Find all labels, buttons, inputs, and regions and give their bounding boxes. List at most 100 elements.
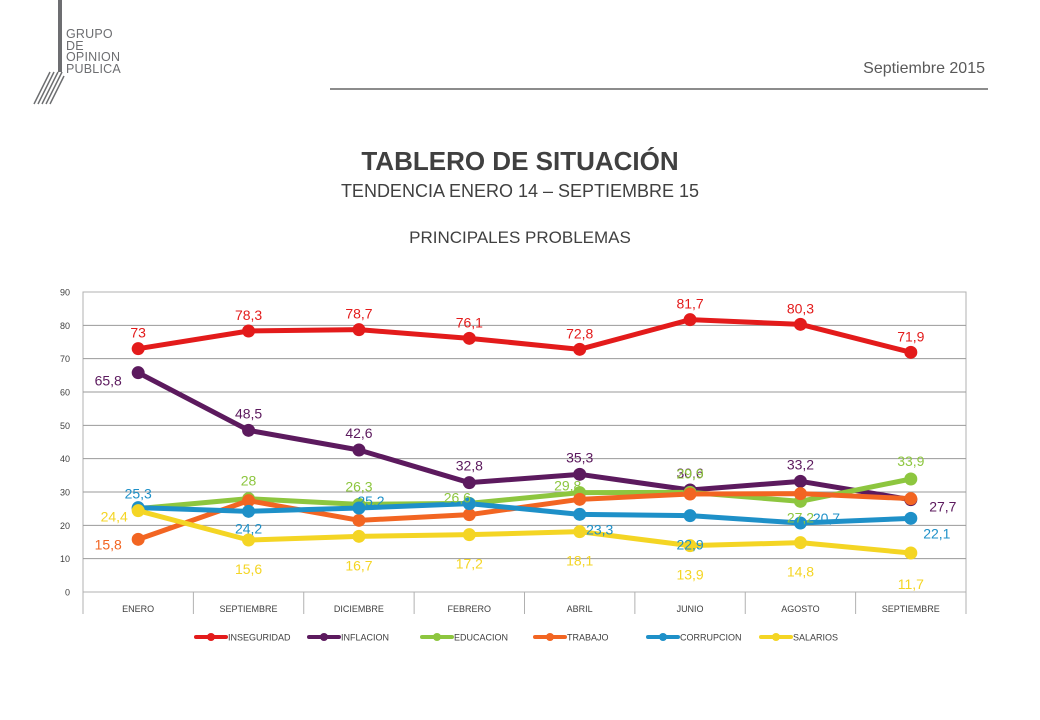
- y-tick-label: 30: [60, 488, 70, 498]
- logo-line: OPINION: [66, 50, 121, 64]
- data-point-salarios: [573, 525, 587, 539]
- series-line-salarios: [135, 508, 914, 556]
- logo-line: GRUPO: [66, 27, 113, 41]
- data-label-inflacion: 30,6: [676, 465, 703, 481]
- y-tick-label: 60: [60, 388, 70, 398]
- data-label-educacion: 29,8: [554, 478, 581, 494]
- data-point-inseguridad: [131, 342, 145, 356]
- data-point-trabajo: [904, 492, 918, 506]
- y-tick-label: 10: [60, 554, 70, 564]
- page-subtitle: TENDENCIA ENERO 14 – SEPTIEMBRE 15: [340, 181, 700, 201]
- legend-label: SALARIOS: [793, 633, 838, 643]
- legend-label: INSEGURIDAD: [228, 633, 291, 643]
- logo-text: GRUPO DE OPINION PUBLICA: [66, 27, 121, 76]
- data-label-inflacion: 27,7: [929, 499, 956, 515]
- y-tick-label: 90: [60, 288, 70, 298]
- legend-marker: [433, 633, 441, 641]
- legend-marker: [320, 633, 328, 641]
- data-point-inseguridad: [352, 323, 366, 337]
- data-point-trabajo: [242, 494, 256, 508]
- data-label-salarios: 14,8: [787, 564, 814, 580]
- y-tick-label: 20: [60, 521, 70, 531]
- data-point-corrupcion: [793, 516, 807, 530]
- data-point-salarios: [352, 529, 366, 543]
- data-point-inflacion: [573, 467, 587, 481]
- data-point-trabajo: [352, 513, 366, 527]
- data-label-salarios: 24,4: [101, 509, 128, 525]
- data-point-trabajo: [793, 487, 807, 501]
- legend-marker: [546, 633, 554, 641]
- data-label-salarios: 15,6: [235, 561, 262, 577]
- data-label-educacion: 28: [241, 473, 257, 489]
- data-point-corrupcion: [904, 511, 918, 525]
- data-label-corrupcion: 25,2: [357, 493, 384, 509]
- data-label-salarios: 18,1: [566, 553, 593, 569]
- data-label-salarios: 11,7: [898, 576, 924, 592]
- data-label-corrupcion: 20,7: [813, 510, 840, 526]
- data-point-inflacion: [352, 443, 366, 457]
- data-point-corrupcion: [683, 509, 697, 523]
- data-label-inseguridad: 73: [130, 325, 146, 341]
- header-divider: [330, 88, 988, 90]
- data-point-salarios: [131, 504, 145, 518]
- data-label-inseguridad: 71,9: [897, 328, 924, 344]
- data-point-salarios: [904, 546, 918, 560]
- logo-line: PUBLICA: [66, 61, 121, 76]
- y-tick-label: 50: [60, 421, 70, 431]
- x-tick-label: SEPTIEMBRE: [882, 604, 940, 614]
- legend-label: INFLACION: [341, 633, 389, 643]
- data-point-corrupcion: [352, 501, 366, 515]
- data-point-salarios: [683, 539, 697, 553]
- x-tick-label: AGOSTO: [781, 604, 819, 614]
- data-label-corrupcion: 22,1: [923, 525, 950, 541]
- data-label-educacion: 29,9: [676, 465, 703, 481]
- data-point-inseguridad: [683, 313, 697, 327]
- data-point-inseguridad: [242, 324, 256, 338]
- x-tick-label: JUNIO: [677, 604, 704, 614]
- data-label-salarios: 13,9: [676, 567, 703, 583]
- series-line-educacion: [135, 476, 914, 512]
- data-label-trabajo: 15,8: [95, 536, 122, 552]
- data-label-educacion: 33,9: [897, 453, 924, 469]
- data-point-inflacion: [242, 423, 256, 437]
- x-tick-label: SEPTIEMBRE: [220, 604, 278, 614]
- data-point-inflacion: [462, 476, 476, 490]
- legend-label: TRABAJO: [567, 633, 609, 643]
- logo-line: DE: [66, 38, 84, 53]
- page-title: TABLERO DE SITUACIÓN: [361, 146, 679, 176]
- data-label-salarios: 17,2: [456, 556, 483, 572]
- data-point-inflacion: [793, 474, 807, 488]
- data-label-corrupcion: 24,2: [235, 520, 262, 536]
- data-label-corrupcion: 22,9: [676, 537, 703, 553]
- data-point-educacion: [904, 472, 918, 486]
- section-title: PRINCIPALES PROBLEMAS: [409, 228, 631, 247]
- data-label-inflacion: 32,8: [456, 458, 483, 474]
- data-label-inflacion: 35,3: [566, 449, 593, 465]
- data-label-educacion: 26,3: [345, 478, 372, 494]
- y-tick-label: 40: [60, 454, 70, 464]
- data-point-salarios: [242, 533, 256, 547]
- data-point-salarios: [462, 528, 476, 542]
- data-point-corrupcion: [462, 497, 476, 511]
- data-label-salarios: 16,7: [345, 557, 372, 573]
- data-label-inseguridad: 78,3: [235, 307, 262, 323]
- data-point-salarios: [793, 536, 807, 550]
- data-point-inseguridad: [793, 317, 807, 331]
- legend-label: EDUCACION: [454, 633, 508, 643]
- series-line-inseguridad: [135, 317, 914, 355]
- legend-label: CORRUPCION: [680, 633, 742, 643]
- series-line-inflacion: [135, 370, 914, 503]
- y-tick-label: 80: [60, 321, 70, 331]
- data-point-trabajo: [462, 508, 476, 522]
- data-label-inseguridad: 76,1: [456, 314, 483, 330]
- data-label-inflacion: 65,8: [95, 373, 122, 389]
- data-point-trabajo: [683, 487, 697, 501]
- data-label-inseguridad: 78,7: [345, 306, 372, 322]
- x-tick-label: FEBRERO: [448, 604, 492, 614]
- legend-marker: [659, 633, 667, 641]
- x-tick-label: ENERO: [122, 604, 154, 614]
- data-label-corrupcion: 23,3: [586, 521, 613, 537]
- data-point-trabajo: [131, 532, 145, 546]
- data-label-inflacion: 33,2: [787, 456, 814, 472]
- data-point-inseguridad: [904, 345, 918, 359]
